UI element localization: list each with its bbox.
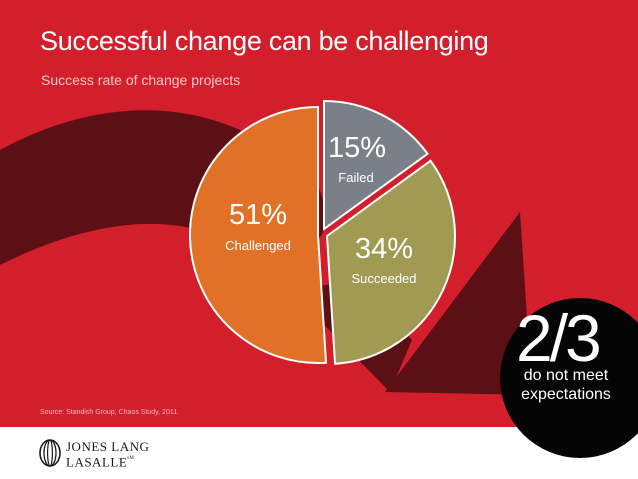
pie-slice-failed [323, 99, 429, 231]
curved-arrow-head [385, 212, 532, 395]
service-mark: ˢᴹ [127, 454, 135, 463]
page-title: Successful change can be challenging [40, 26, 489, 56]
source-note: Source: Standish Group, Chaos Study, 201… [40, 409, 180, 416]
pie-slice-succeeded [325, 159, 456, 365]
callout-caption: do not meet expectations [521, 367, 611, 403]
logo-text-line-1: JONES LANG [66, 439, 150, 454]
slice-value-label-challenged: 51% [229, 199, 287, 231]
pie-slice-challenged [189, 105, 328, 364]
slice-value-label-failed: 15% [328, 132, 386, 164]
slice-category-label-failed: Failed [338, 170, 373, 185]
page-subtitle: Success rate of change projects [41, 72, 241, 88]
slice-category-label-challenged: Challenged [225, 238, 291, 253]
globe-lines-icon [39, 439, 61, 467]
pie-chart: 15% Failed 34% Succeeded 51% Challenged [0, 99, 532, 395]
callout-circle [500, 298, 638, 458]
logo-text-line-2: LASALLEˢᴹ [66, 454, 134, 470]
logo-text-lasalle: LASALLE [66, 454, 128, 470]
callout-fraction: 2/3 [516, 301, 602, 375]
slice-category-label-succeeded: Succeeded [351, 271, 416, 286]
slice-value-label-succeeded: 34% [355, 233, 413, 265]
